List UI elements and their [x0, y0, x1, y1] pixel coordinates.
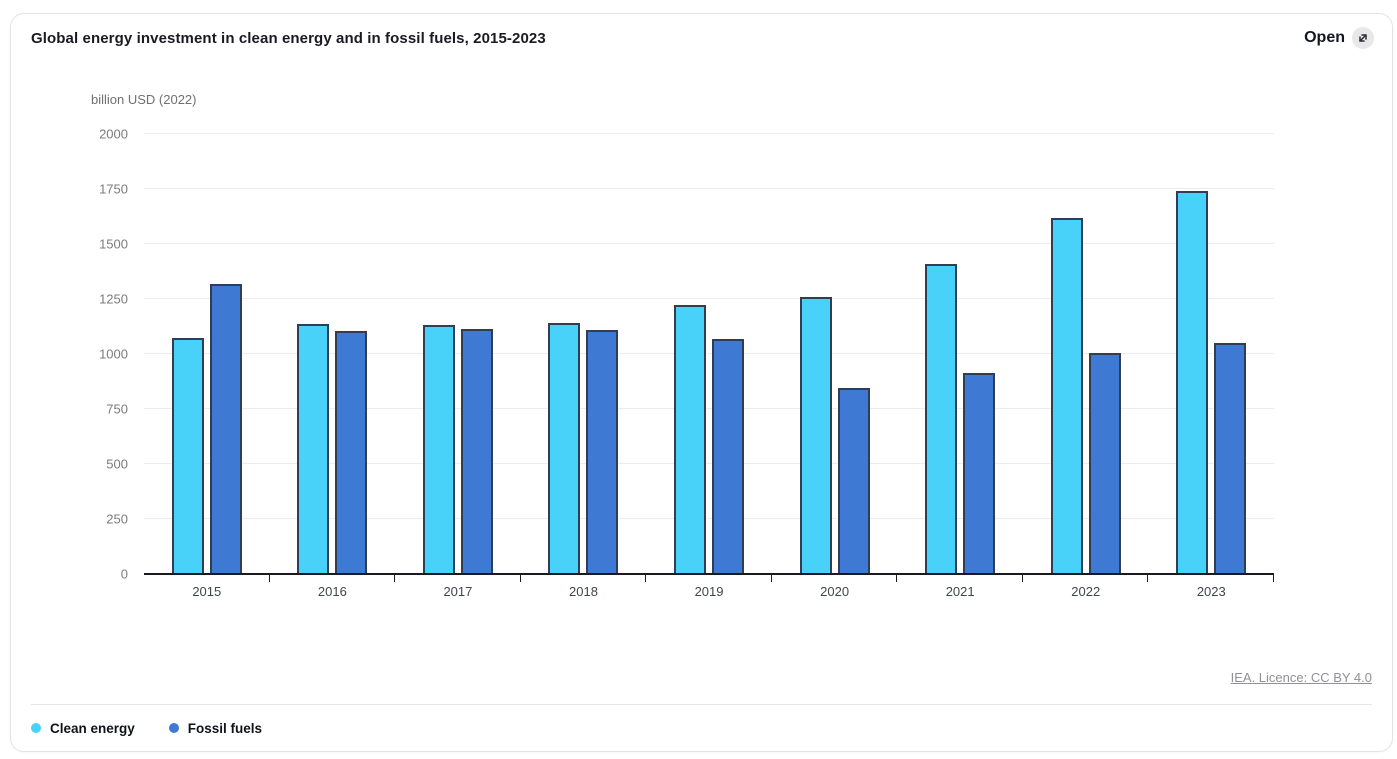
footer-divider	[31, 704, 1372, 705]
x-axis-tick	[896, 574, 898, 582]
x-axis-tick	[1147, 574, 1149, 582]
y-axis-label: 750	[106, 401, 128, 417]
gridline	[144, 518, 1274, 519]
bar-clean-energy-2019[interactable]	[674, 304, 707, 574]
category-group-2022: 2022	[1023, 134, 1149, 599]
y-axis-label: 1500	[99, 236, 128, 252]
bar-fossil-fuels-2018[interactable]	[586, 329, 619, 574]
y-axis-label: 1750	[99, 181, 128, 197]
gridline	[144, 188, 1274, 189]
category-group-2016: 2016	[270, 134, 396, 599]
x-axis-tick	[770, 574, 772, 582]
source-attribution-link[interactable]: IEA. Licence: CC BY 4.0	[1230, 670, 1372, 685]
x-axis-tick	[394, 574, 396, 582]
x-axis-tick	[1021, 574, 1023, 582]
gridline	[144, 408, 1274, 409]
x-axis-tick	[268, 574, 270, 582]
bar-fossil-fuels-2023[interactable]	[1214, 343, 1247, 574]
bar-clean-energy-2021[interactable]	[925, 263, 958, 574]
x-axis-label-2022: 2022	[1071, 584, 1101, 599]
bar-fossil-fuels-2021[interactable]	[963, 372, 996, 574]
gridline	[144, 243, 1274, 244]
gridline	[144, 298, 1274, 299]
y-axis-label: 1250	[99, 291, 128, 307]
y-axis-label: 0	[120, 566, 128, 582]
bar-fossil-fuels-2016[interactable]	[335, 330, 368, 574]
category-group-2017: 2017	[395, 134, 521, 599]
category-group-2019: 2019	[646, 134, 772, 599]
x-axis-label-2015: 2015	[192, 584, 222, 599]
x-axis-label-2018: 2018	[569, 584, 598, 599]
legend-item-fossil-fuels[interactable]: Fossil fuels	[168, 720, 263, 736]
y-axis-label: 250	[106, 511, 128, 527]
legend-item-clean-energy[interactable]: Clean energy	[31, 721, 135, 736]
bar-groups: 2015 2016 2017 2018 2019 2020 2021 2022 2023	[144, 134, 1275, 599]
gridline	[144, 463, 1274, 464]
y-axis-label: 2000	[99, 126, 128, 142]
legend-label-clean-energy: Clean energy	[50, 720, 135, 736]
bar-fossil-fuels-2015[interactable]	[209, 283, 242, 574]
bar-clean-energy-2017[interactable]	[422, 325, 455, 574]
bar-fossil-fuels-2022[interactable]	[1088, 352, 1121, 574]
bar-clean-energy-2020[interactable]	[799, 296, 832, 574]
legend-label-fossil-fuels: Fossil fuels	[187, 720, 263, 736]
bar-fossil-fuels-2020[interactable]	[837, 388, 870, 574]
x-axis-tick	[519, 574, 521, 582]
x-axis-tick	[1273, 574, 1274, 582]
bar-clean-energy-2015[interactable]	[171, 337, 204, 574]
expand-diagonal-arrow-icon	[1352, 27, 1374, 49]
open-button-label: Open	[1304, 29, 1345, 46]
x-axis-line	[144, 573, 1274, 575]
chart-title: Global energy investment in clean energy…	[31, 30, 546, 47]
open-button[interactable]: Open	[1304, 25, 1374, 51]
y-axis-label: 500	[106, 456, 128, 472]
x-axis-label-2023: 2023	[1196, 584, 1226, 599]
x-axis-label-2016: 2016	[317, 584, 347, 599]
x-axis-label-2019: 2019	[694, 584, 724, 599]
clean-energy-swatch-icon	[31, 723, 41, 733]
x-axis-label-2017: 2017	[443, 584, 473, 599]
x-axis-label-2021: 2021	[945, 584, 975, 599]
y-axis-unit-label: billion USD (2022)	[91, 92, 197, 107]
category-group-2020: 2020	[772, 134, 898, 599]
bar-fossil-fuels-2019[interactable]	[712, 338, 745, 574]
bar-fossil-fuels-2017[interactable]	[460, 328, 493, 574]
chart-legend: Clean energy Fossil fuels	[31, 714, 262, 742]
category-group-2023: 2023	[1149, 134, 1275, 599]
gridline	[144, 353, 1274, 354]
bar-clean-energy-2022[interactable]	[1050, 217, 1083, 574]
y-axis-label: 1000	[99, 346, 128, 362]
x-axis-label-2020: 2020	[820, 584, 850, 599]
category-group-2015: 2015	[144, 134, 270, 599]
bar-clean-energy-2016[interactable]	[297, 324, 330, 574]
x-axis-tick	[645, 574, 647, 582]
category-group-2018: 2018	[521, 134, 647, 599]
bar-clean-energy-2023[interactable]	[1176, 191, 1209, 574]
plot-area: 2015 2016 2017 2018 2019 2020 2021 2022 2023 0 25…	[99, 127, 1275, 599]
category-group-2021: 2021	[897, 134, 1023, 599]
gridline	[144, 133, 1274, 134]
chart-card: Global energy investment in clean energy…	[10, 13, 1393, 752]
fossil-fuels-swatch-icon	[168, 723, 179, 733]
bar-clean-energy-2018[interactable]	[548, 323, 581, 574]
